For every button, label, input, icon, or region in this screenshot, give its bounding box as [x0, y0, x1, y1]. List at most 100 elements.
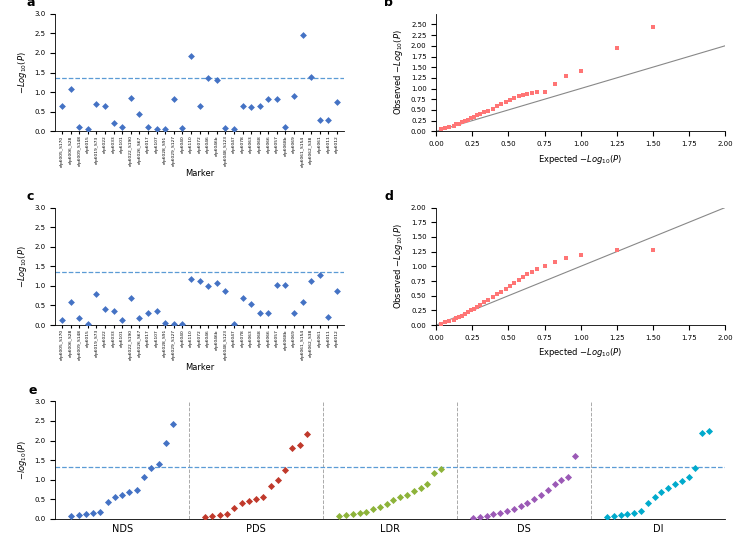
Point	[74, 314, 85, 323]
Point	[611, 246, 623, 254]
Point	[219, 286, 231, 295]
Text: d: d	[384, 190, 393, 203]
Point	[478, 298, 489, 306]
Point	[575, 67, 587, 76]
Point	[517, 91, 528, 99]
Point	[526, 88, 537, 97]
Point	[243, 497, 255, 506]
Point	[168, 95, 180, 104]
Point	[549, 257, 561, 266]
Point	[194, 102, 205, 110]
Point	[116, 316, 128, 325]
Point	[87, 508, 99, 517]
Point	[456, 311, 468, 320]
Point	[542, 485, 553, 494]
Point	[656, 488, 668, 497]
Point	[690, 464, 701, 473]
Point	[142, 309, 154, 318]
Point	[107, 119, 119, 128]
Point	[615, 511, 626, 519]
Point	[322, 115, 334, 124]
Point	[289, 308, 300, 317]
Point	[367, 505, 379, 513]
Point	[495, 508, 506, 517]
Point	[513, 92, 525, 100]
Text: a: a	[26, 0, 35, 9]
Point	[228, 320, 240, 328]
Point	[428, 468, 440, 477]
Point	[151, 307, 163, 316]
Point	[422, 479, 434, 488]
Point	[271, 95, 283, 104]
Point	[263, 95, 275, 104]
Point	[125, 93, 137, 103]
Point	[443, 123, 455, 131]
Point	[462, 115, 474, 124]
Point	[521, 89, 533, 98]
Point	[138, 472, 150, 481]
Point	[228, 503, 240, 512]
Point	[116, 490, 128, 499]
Point	[109, 493, 121, 502]
Point	[272, 475, 284, 484]
Text: c: c	[26, 190, 34, 203]
Point	[131, 485, 143, 494]
Point	[185, 275, 197, 284]
Point	[194, 277, 205, 285]
Point	[388, 496, 400, 505]
Point	[56, 102, 68, 110]
Point	[236, 499, 247, 508]
Point	[408, 487, 420, 496]
Text: b: b	[384, 0, 393, 9]
Point	[66, 511, 77, 520]
Point	[202, 282, 214, 290]
Point	[504, 282, 516, 290]
X-axis label: Expected $-Log_{10}(P)$: Expected $-Log_{10}(P)$	[539, 152, 623, 166]
Point	[467, 514, 479, 523]
Point	[569, 452, 581, 461]
Point	[228, 124, 240, 133]
Point	[80, 509, 92, 518]
Point	[124, 488, 135, 497]
Point	[501, 507, 513, 516]
Point	[504, 95, 516, 104]
Point	[682, 472, 694, 481]
Point	[439, 124, 451, 132]
Point	[210, 76, 222, 85]
Point	[56, 316, 68, 325]
Point	[250, 495, 262, 504]
Point	[177, 320, 188, 328]
Point	[152, 460, 164, 469]
Point	[236, 102, 248, 110]
Point	[254, 308, 266, 317]
Point	[199, 512, 211, 521]
Point	[514, 502, 526, 511]
Point	[116, 122, 128, 131]
Point	[468, 304, 480, 313]
Point	[294, 441, 305, 450]
Point	[280, 281, 291, 290]
Point	[435, 125, 447, 134]
Point	[459, 116, 471, 125]
Point	[474, 110, 486, 119]
Point	[453, 119, 465, 128]
Point	[280, 122, 291, 131]
Point	[456, 118, 468, 127]
Point	[443, 316, 455, 325]
X-axis label: Marker: Marker	[185, 169, 214, 178]
Point	[159, 319, 171, 327]
Point	[221, 509, 233, 518]
Point	[305, 277, 317, 285]
Point	[331, 286, 343, 295]
Point	[500, 98, 512, 107]
Point	[481, 511, 492, 520]
Point	[495, 287, 507, 296]
Point	[482, 295, 494, 304]
Point	[347, 509, 358, 518]
Point	[608, 511, 620, 520]
Point	[245, 103, 257, 112]
Point	[629, 508, 640, 517]
Point	[314, 116, 326, 125]
Point	[509, 93, 520, 102]
Point	[435, 320, 447, 328]
